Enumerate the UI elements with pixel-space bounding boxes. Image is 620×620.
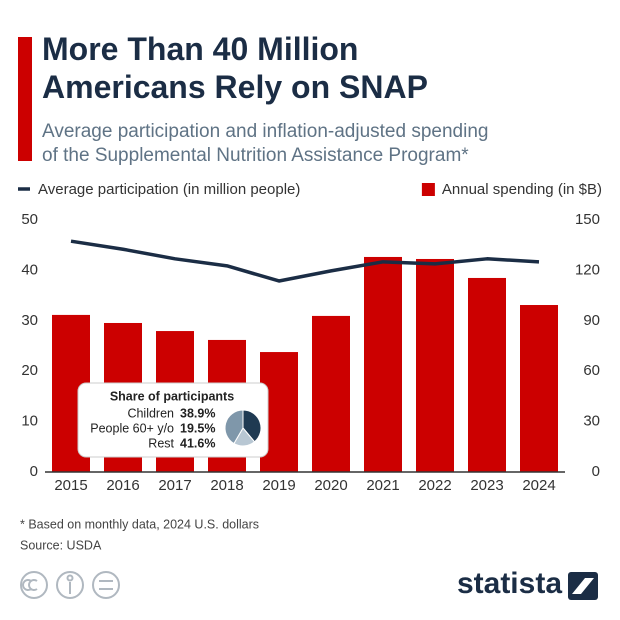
x-tick-label: 2021 xyxy=(366,477,399,494)
y2-tick-label: 0 xyxy=(592,463,600,480)
x-tick-label: 2015 xyxy=(54,477,87,494)
inset-label: Rest xyxy=(148,436,174,450)
inset-label: Children xyxy=(127,406,174,420)
pie-inset: Share of participants Children 38.9% People… xyxy=(77,382,269,458)
bar xyxy=(468,277,506,472)
y2-tick-label: 90 xyxy=(583,312,600,329)
y2-tick-label: 30 xyxy=(583,413,600,430)
inset-title: Share of participants xyxy=(110,389,234,403)
brand: statista xyxy=(457,567,562,600)
legend-label: Annual spending (in $B) xyxy=(442,181,602,198)
bar xyxy=(312,315,350,472)
y-tick-label: 30 xyxy=(21,312,38,329)
license-icons xyxy=(20,571,120,599)
x-tick-label: 2022 xyxy=(418,477,451,494)
y-tick-label: 40 xyxy=(21,261,38,278)
y-tick-label: 0 xyxy=(30,463,38,480)
pie-slice xyxy=(224,409,244,445)
title-accent xyxy=(18,37,32,161)
x-tick-label: 2020 xyxy=(314,477,347,494)
inset-label: People 60+ y/o xyxy=(90,421,174,435)
x-tick-label: 2024 xyxy=(522,477,555,494)
inset-value: 41.6% xyxy=(180,436,215,450)
y2-tick-label: 120 xyxy=(575,261,600,278)
y-tick-label: 10 xyxy=(21,413,38,430)
brand-logo xyxy=(568,572,598,600)
y2-tick-label: 60 xyxy=(583,362,600,379)
chart-title: More Than 40 Million Americans Rely on SN… xyxy=(42,31,428,105)
bar xyxy=(364,256,402,472)
x-tick-label: 2023 xyxy=(470,477,503,494)
legend-swatch xyxy=(421,183,435,196)
legend-label: Average participation (in million people… xyxy=(38,181,300,198)
y-tick-label: 20 xyxy=(21,362,38,379)
x-tick-label: 2017 xyxy=(158,477,191,494)
bar xyxy=(520,305,558,472)
x-tick-label: 2016 xyxy=(106,477,139,494)
pie-slice xyxy=(242,409,262,443)
x-tick-label: 2019 xyxy=(262,477,295,494)
y2-tick-label: 150 xyxy=(575,211,600,228)
line xyxy=(70,239,540,283)
inset-value: 19.5% xyxy=(180,421,215,435)
bar xyxy=(416,258,454,472)
inset-value: 38.9% xyxy=(180,406,215,420)
source: Source: USDA xyxy=(20,538,102,552)
footnote: * Based on monthly data, 2024 U.S. dolla… xyxy=(20,517,259,531)
inset-box xyxy=(77,382,269,458)
y-tick-label: 50 xyxy=(21,211,38,228)
chart-subtitle: Average participation and inflation-adju… xyxy=(42,121,488,166)
x-tick-label: 2018 xyxy=(210,477,243,494)
